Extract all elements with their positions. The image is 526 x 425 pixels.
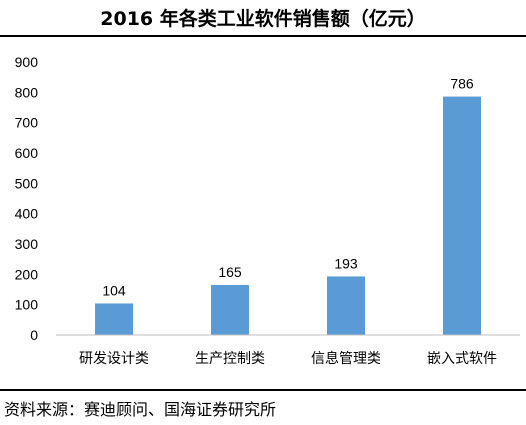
y-tick-label: 800 <box>15 84 39 100</box>
x-tick-label: 生产控制类 <box>195 350 265 366</box>
y-tick-label: 900 <box>15 54 39 70</box>
y-tick-label: 200 <box>15 266 39 282</box>
bar <box>443 96 481 335</box>
chart-area: 0 100 200 300 400 500 600 700 800 900 104 研发设计类 165 生… <box>0 36 526 388</box>
source-divider <box>0 389 526 391</box>
x-tick-label: 信息管理类 <box>311 350 381 366</box>
y-tick-label: 500 <box>15 175 39 191</box>
y-tick-label: 100 <box>15 297 39 313</box>
chart-title: 2016 年各类工业软件销售额（亿元） <box>100 7 426 30</box>
y-tick-label: 400 <box>15 206 39 222</box>
data-label: 104 <box>102 282 126 298</box>
y-tick-label: 700 <box>15 115 39 131</box>
data-label: 786 <box>450 76 474 92</box>
x-tick-label: 研发设计类 <box>79 350 149 366</box>
x-tick-label: 嵌入式软件 <box>427 350 497 366</box>
source-note: 资料来源：赛迪顾问、国海证券研究所 <box>4 400 277 419</box>
bar <box>211 284 249 335</box>
bar <box>95 303 133 335</box>
y-tick-label: 300 <box>15 236 39 252</box>
y-tick-label: 600 <box>15 145 39 161</box>
data-label: 193 <box>334 255 358 271</box>
bar-chart: 0 100 200 300 400 500 600 700 800 900 104 研发设计类 165 生… <box>15 54 520 366</box>
title-divider <box>0 35 526 37</box>
data-label: 165 <box>218 264 242 280</box>
bar <box>327 276 365 335</box>
y-tick-label: 0 <box>30 327 38 343</box>
